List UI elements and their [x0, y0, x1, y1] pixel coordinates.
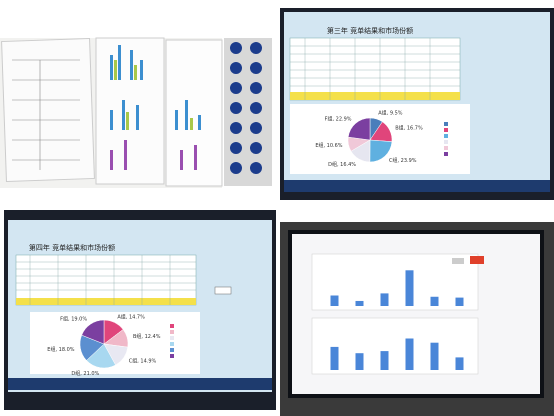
pie-label: F组, 19.0%	[60, 316, 87, 323]
screen-year3: 第三年 竞单结果和市场份额	[280, 8, 554, 200]
pie-slice	[347, 117, 371, 141]
legend-swatch	[170, 336, 174, 340]
pie-label: D组, 21.0%	[71, 370, 99, 377]
bar	[405, 270, 414, 306]
legend-swatch	[444, 128, 448, 132]
bar	[330, 295, 339, 306]
screen-title: 第三年 竞单结果和市场份额	[327, 26, 413, 35]
legend-swatch	[170, 354, 174, 358]
bar	[455, 297, 464, 306]
pie-label: A组, 9.5%	[378, 110, 403, 117]
bar	[380, 351, 389, 370]
bar	[430, 296, 439, 306]
legend-swatch	[444, 140, 448, 144]
bar	[355, 300, 364, 306]
legend-swatch	[170, 330, 174, 334]
pie-label: E组, 10.6%	[315, 142, 342, 149]
bar	[355, 353, 364, 370]
photo-papers	[0, 37, 272, 188]
pie-slice	[369, 139, 393, 163]
bar	[455, 357, 464, 370]
pie-slice	[81, 319, 105, 345]
pie-label: C组, 14.9%	[129, 357, 157, 364]
legend-swatch	[170, 342, 174, 346]
pie-label: B组, 16.7%	[395, 124, 423, 131]
pie-label: F组, 22.9%	[325, 115, 352, 122]
legend-swatch	[444, 152, 448, 156]
screen-title: 第四年 竞单结果和市场份额	[29, 243, 115, 252]
pie-label: C组, 23.9%	[389, 157, 417, 164]
pie-label: B组, 12.4%	[133, 333, 161, 340]
bar	[430, 342, 439, 370]
screen-charts	[280, 222, 554, 416]
legend-swatch	[444, 146, 448, 150]
bar	[380, 293, 389, 306]
legend-swatch	[444, 122, 448, 126]
bar	[405, 338, 414, 370]
bar	[330, 346, 339, 370]
pie-label: D组, 16.4%	[328, 161, 356, 168]
legend-swatch	[170, 324, 174, 328]
pie-label: E组, 18.0%	[47, 346, 74, 353]
legend-swatch	[444, 134, 448, 138]
pie-label: A组, 14.7%	[117, 314, 145, 321]
screen-year4: 第四年 竞单结果和市场份额	[4, 210, 276, 410]
legend-swatch	[170, 348, 174, 352]
